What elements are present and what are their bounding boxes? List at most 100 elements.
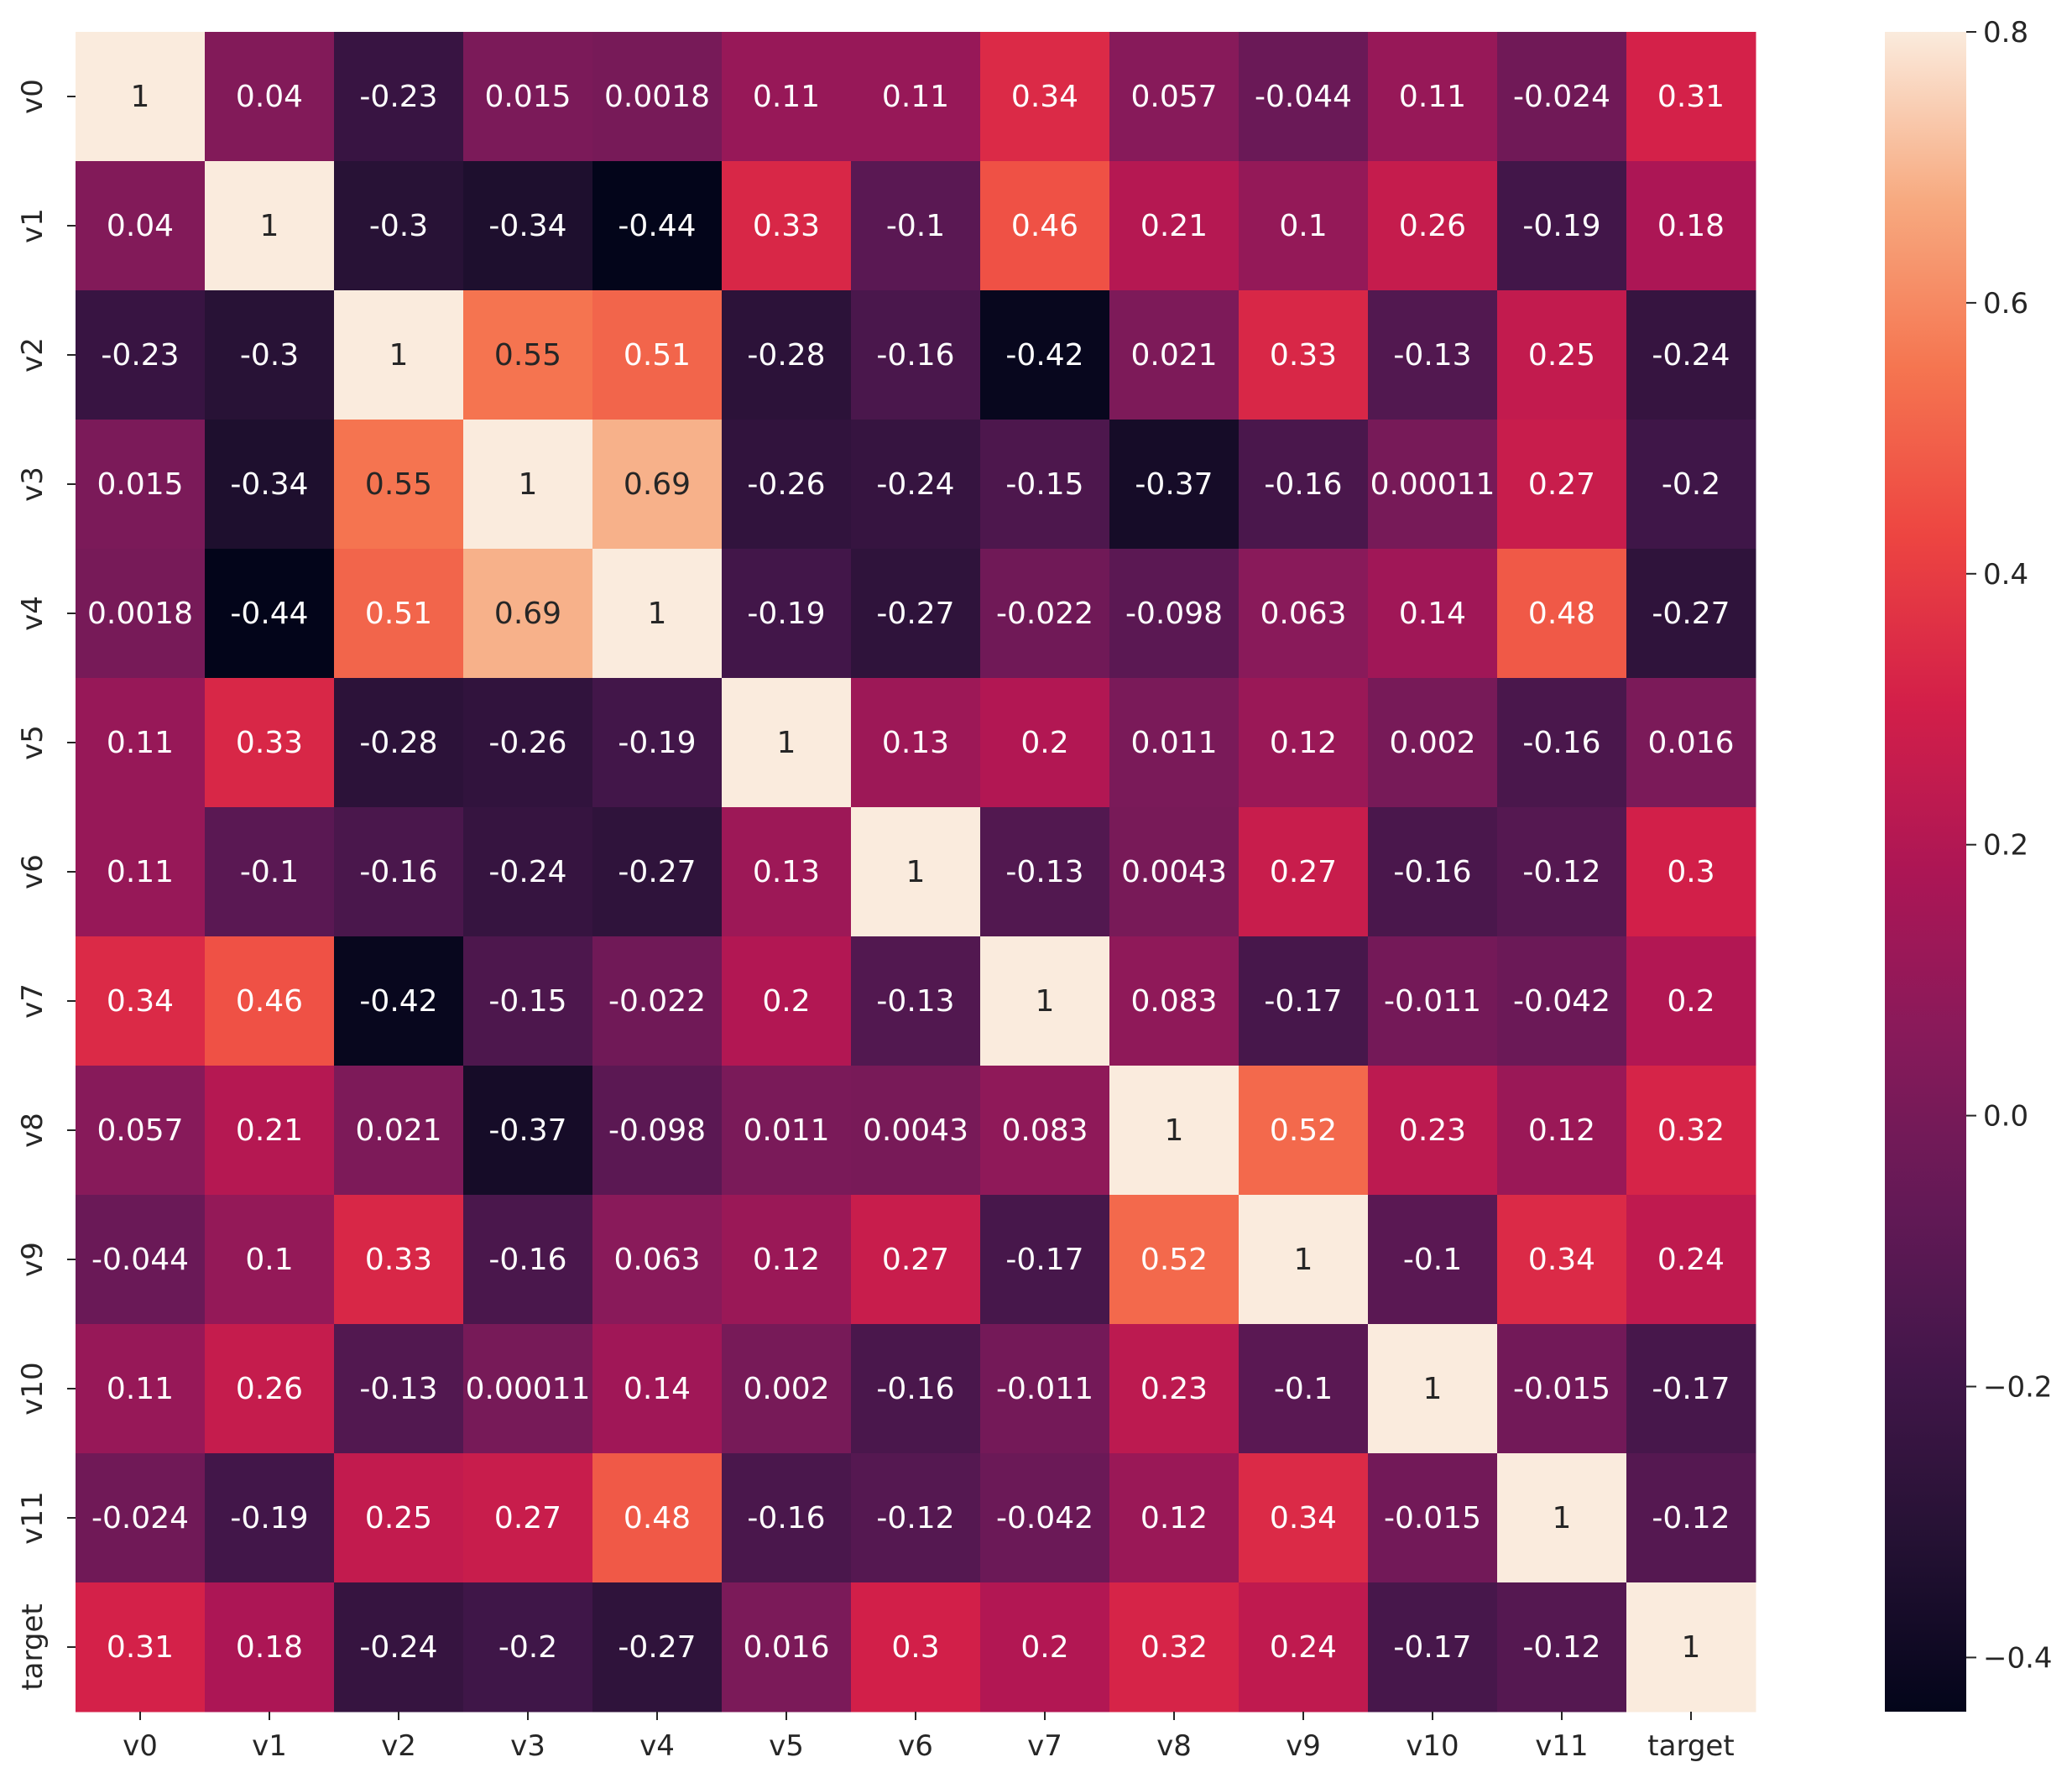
cell-value-label: -0.2 bbox=[1662, 467, 1720, 502]
heatmap-cell bbox=[463, 1066, 593, 1196]
heatmap-cell bbox=[1239, 936, 1369, 1066]
cell-value-label: 0.27 bbox=[882, 1243, 949, 1277]
cell-value-label: 0.2 bbox=[1020, 1630, 1068, 1665]
heatmap-cell bbox=[980, 807, 1110, 937]
heatmap-cell bbox=[592, 420, 723, 550]
heatmap-cell bbox=[1239, 1324, 1369, 1454]
cell-value-label: 0.51 bbox=[365, 597, 432, 631]
cell-value-label: 0.002 bbox=[743, 1372, 829, 1406]
cell-value-label: -0.16 bbox=[1264, 467, 1342, 502]
cell-value-label: 0.11 bbox=[1399, 80, 1466, 114]
heatmap-cell bbox=[334, 1324, 464, 1454]
cell-value-label: -0.17 bbox=[1005, 1243, 1083, 1277]
heatmap-cell bbox=[1497, 936, 1627, 1066]
cell-value-label: 0.26 bbox=[236, 1372, 303, 1406]
y-tick-label: v4 bbox=[16, 596, 50, 631]
heatmap-cell bbox=[980, 161, 1110, 291]
heatmap-cell bbox=[1368, 420, 1498, 550]
cell-value-label: 0.12 bbox=[753, 1243, 820, 1277]
heatmap-cell bbox=[1109, 1066, 1240, 1196]
y-tick-label: v2 bbox=[16, 337, 50, 373]
cell-value-label: 0.24 bbox=[1270, 1630, 1337, 1665]
heatmap-cell bbox=[76, 1453, 206, 1583]
heatmap-cell bbox=[1497, 420, 1627, 550]
cell-value-label: 0.48 bbox=[624, 1501, 691, 1535]
heatmap-cell bbox=[1626, 1324, 1756, 1454]
heatmap-cell bbox=[334, 807, 464, 937]
cell-value-label: 0.00011 bbox=[466, 1372, 591, 1406]
cell-value-label: -0.1 bbox=[1403, 1243, 1462, 1277]
y-tick-label: v10 bbox=[16, 1362, 50, 1415]
x-tick-label: v2 bbox=[381, 1729, 416, 1763]
cell-value-label: -0.16 bbox=[488, 1243, 566, 1277]
heatmap-cell bbox=[1239, 1195, 1369, 1325]
heatmap-cell bbox=[1497, 1582, 1627, 1713]
cell-value-label: 0.33 bbox=[236, 726, 303, 760]
heatmap-cell bbox=[1239, 161, 1369, 291]
cell-value-label: -0.19 bbox=[618, 726, 696, 760]
x-tick-label: v7 bbox=[1027, 1729, 1062, 1763]
heatmap-cell bbox=[592, 1582, 723, 1713]
cell-value-label: -0.12 bbox=[876, 1501, 954, 1535]
heatmap-cell bbox=[463, 549, 593, 679]
heatmap-cell bbox=[851, 1453, 981, 1583]
heatmap-cell bbox=[334, 420, 464, 550]
cell-value-label: 1 bbox=[1553, 1501, 1572, 1535]
cell-value-label: -0.19 bbox=[1522, 209, 1600, 243]
cell-value-label: -0.3 bbox=[369, 209, 428, 243]
cell-value-label: 0.23 bbox=[1140, 1372, 1208, 1406]
heatmap-cell bbox=[1497, 1195, 1627, 1325]
cell-value-label: 0.27 bbox=[1270, 855, 1337, 889]
heatmap-cell bbox=[205, 936, 335, 1066]
heatmap-cell bbox=[463, 1582, 593, 1713]
cell-value-label: -0.24 bbox=[359, 1630, 437, 1665]
heatmap-cell bbox=[1497, 32, 1627, 162]
cell-value-label: 0.2 bbox=[1667, 984, 1714, 1019]
heatmap-cell bbox=[1239, 1066, 1369, 1196]
heatmap-cell bbox=[1368, 1453, 1498, 1583]
cell-value-label: -0.12 bbox=[1652, 1501, 1730, 1535]
x-tick-label: target bbox=[1647, 1729, 1734, 1763]
cell-value-label: 1 bbox=[906, 855, 926, 889]
cell-value-label: 0.69 bbox=[494, 597, 561, 631]
heatmap-cell bbox=[76, 290, 206, 420]
heatmap-cell bbox=[722, 1066, 852, 1196]
cell-value-label: -0.37 bbox=[488, 1113, 566, 1148]
heatmap-cell bbox=[1368, 807, 1498, 937]
cell-value-label: 0.11 bbox=[107, 855, 174, 889]
heatmap-cell bbox=[722, 1324, 852, 1454]
heatmap-cell bbox=[334, 678, 464, 808]
cell-value-label: 0.69 bbox=[624, 467, 691, 502]
x-tick-label: v10 bbox=[1406, 1729, 1459, 1763]
heatmap-cell bbox=[1626, 1582, 1756, 1713]
cell-value-label: 0.32 bbox=[1657, 1113, 1725, 1148]
heatmap-cell bbox=[205, 1066, 335, 1196]
heatmap-cell bbox=[1626, 420, 1756, 550]
cell-value-label: 0.3 bbox=[891, 1630, 939, 1665]
cell-value-label: 0.11 bbox=[753, 80, 820, 114]
heatmap-cell bbox=[1109, 549, 1240, 679]
heatmap-cell bbox=[1626, 1066, 1756, 1196]
heatmap-cell bbox=[205, 678, 335, 808]
heatmap-cell bbox=[980, 290, 1110, 420]
cell-value-label: -0.27 bbox=[618, 855, 696, 889]
cell-value-label: -0.12 bbox=[1522, 855, 1600, 889]
y-tick-label: v6 bbox=[16, 854, 50, 889]
cell-value-label: 0.015 bbox=[484, 80, 571, 114]
cell-value-label: -0.16 bbox=[1393, 855, 1471, 889]
heatmap-cell bbox=[1368, 32, 1498, 162]
heatmap-cell bbox=[463, 936, 593, 1066]
cell-value-label: -0.42 bbox=[1005, 338, 1083, 373]
heatmap-cell bbox=[1626, 549, 1756, 679]
heatmap-cell bbox=[851, 32, 981, 162]
cell-value-label: 0.063 bbox=[1260, 597, 1346, 631]
cell-value-label: -0.16 bbox=[876, 1372, 954, 1406]
cell-value-label: 0.057 bbox=[1130, 80, 1217, 114]
heatmap-cell bbox=[592, 32, 723, 162]
heatmap-cell bbox=[980, 936, 1110, 1066]
cell-value-label: 0.04 bbox=[107, 209, 174, 243]
cell-value-label: -0.13 bbox=[876, 984, 954, 1019]
heatmap-cell bbox=[76, 32, 206, 162]
heatmap-cell bbox=[463, 420, 593, 550]
cell-value-label: 0.18 bbox=[1657, 209, 1725, 243]
